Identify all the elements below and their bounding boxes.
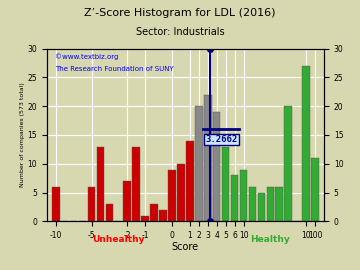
Text: Unhealthy: Unhealthy (92, 235, 145, 244)
Bar (132, 147, 140, 221)
Bar (302, 66, 310, 221)
Text: ©www.textbiz.org: ©www.textbiz.org (55, 54, 118, 60)
Text: The Research Foundation of SUNY: The Research Foundation of SUNY (55, 66, 174, 72)
X-axis label: Score: Score (172, 241, 199, 252)
Text: Healthy: Healthy (251, 235, 290, 244)
Bar (168, 170, 176, 221)
Text: Z’-Score Histogram for LDL (2016): Z’-Score Histogram for LDL (2016) (84, 8, 276, 18)
Bar (105, 204, 113, 221)
Bar (311, 158, 319, 221)
Bar (88, 187, 95, 221)
Bar (150, 204, 158, 221)
Bar (159, 210, 167, 221)
Y-axis label: Number of companies (573 total): Number of companies (573 total) (19, 83, 24, 187)
Bar (275, 187, 283, 221)
Bar (123, 181, 131, 221)
Bar (141, 216, 149, 221)
Bar (284, 106, 292, 221)
Bar (177, 164, 185, 221)
Bar (195, 106, 203, 221)
Bar (231, 175, 238, 221)
Bar (204, 95, 212, 221)
Bar (249, 187, 256, 221)
Bar (258, 193, 265, 221)
Bar (222, 147, 229, 221)
Text: Sector: Industrials: Sector: Industrials (136, 27, 224, 37)
Bar (52, 187, 59, 221)
Bar (266, 187, 274, 221)
Bar (96, 147, 104, 221)
Bar (240, 170, 247, 221)
Bar (186, 141, 194, 221)
Text: 3.2662: 3.2662 (205, 135, 237, 144)
Bar (213, 112, 220, 221)
